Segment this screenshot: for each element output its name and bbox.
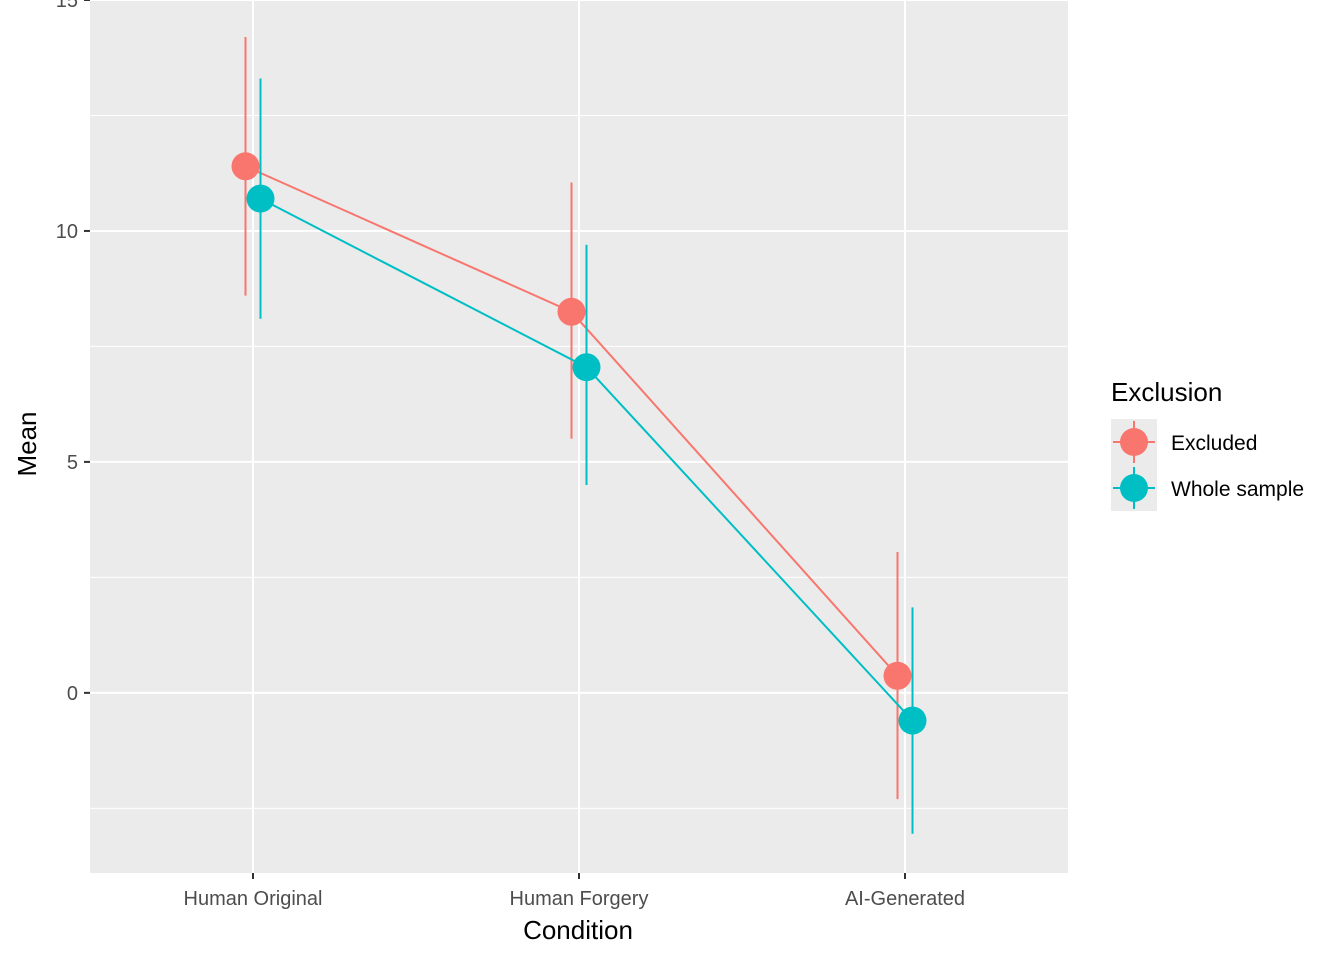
y-axis-title: Mean <box>12 411 42 476</box>
legend-title: Exclusion <box>1111 377 1222 407</box>
legend-label: Whole sample <box>1171 478 1304 501</box>
data-point <box>572 353 601 382</box>
x-tick-label: Human Forgery <box>510 888 649 910</box>
series-whole-sample <box>246 78 927 834</box>
y-tick-label: 0 <box>67 683 78 705</box>
x-axis-title: Condition <box>523 915 633 945</box>
x-tick-label: AI-Generated <box>845 888 965 910</box>
data-point <box>883 661 912 690</box>
data-point <box>557 297 586 326</box>
data-point <box>246 184 275 213</box>
legend-label: Excluded <box>1171 432 1257 455</box>
legend-key-point <box>1120 474 1148 502</box>
legend-item-whole-sample: Whole sample <box>1111 465 1304 511</box>
series-excluded <box>231 36 912 800</box>
y-tick-label: 5 <box>67 452 78 474</box>
y-axis: 0 5 10 15 <box>56 0 90 705</box>
legend-key-point <box>1120 428 1148 456</box>
legend: Exclusion Excluded Whole sample <box>1111 377 1304 511</box>
data-point <box>898 706 927 735</box>
legend-item-excluded: Excluded <box>1111 419 1257 465</box>
y-tick-label: 15 <box>56 0 78 12</box>
legend-items: Excluded Whole sample <box>1111 419 1304 511</box>
data-point <box>231 152 260 181</box>
x-tick-label: Human Original <box>184 888 323 910</box>
y-tick-label: 10 <box>56 221 78 243</box>
series-layer <box>231 36 927 834</box>
x-axis: Human Original Human Forgery AI-Generated <box>184 873 965 910</box>
